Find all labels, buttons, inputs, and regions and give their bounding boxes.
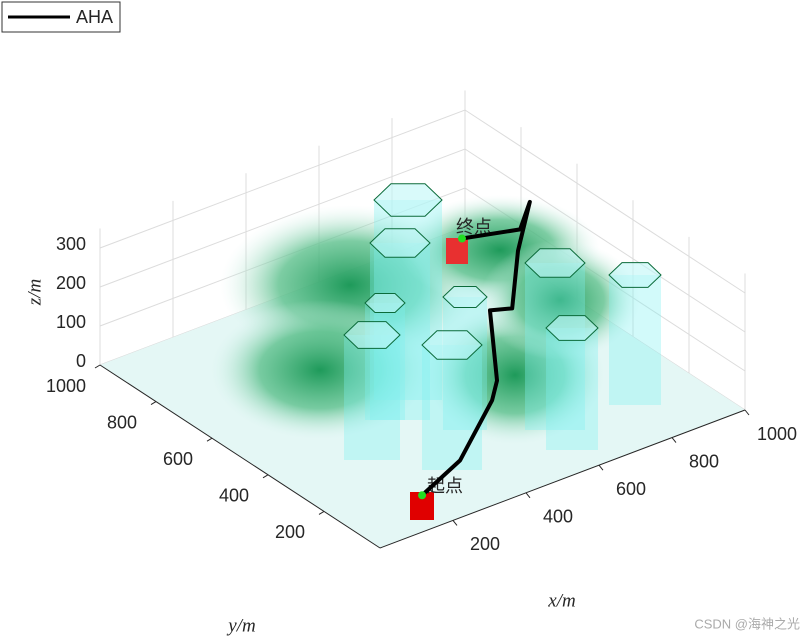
y-tick-label: 1000: [46, 376, 86, 396]
y-axis-label: y/m: [226, 615, 255, 636]
grid-line: [99, 109, 746, 294]
goal-label: 终点: [456, 217, 492, 237]
y-tick: [150, 401, 157, 406]
path-line: [420, 199, 532, 497]
obstacle-top: [524, 248, 586, 278]
x-tick: [525, 492, 531, 499]
x-tick-label: 400: [543, 507, 573, 527]
obstacle-top: [442, 286, 488, 308]
z-tick-label: 0: [76, 351, 86, 371]
x-tick: [744, 409, 750, 416]
y-tick: [262, 474, 269, 479]
z-axis-label: z/m: [24, 279, 45, 306]
obstacle-body: [609, 275, 661, 405]
obstacle-body: [344, 335, 400, 460]
y-tick-label: 600: [163, 449, 193, 469]
axes: 200 400 600 800 1000 200 400 600 800 1000 0 100 200 3…: [46, 234, 797, 554]
y-tick: [318, 510, 325, 515]
path-endpoint: [457, 234, 466, 243]
obstacles: [343, 183, 662, 470]
x-tick: [671, 437, 677, 443]
path-endpoint: [418, 491, 427, 500]
obstacle-top: [369, 228, 431, 258]
legend: AHA: [1, 1, 121, 33]
x-tick-label: 1000: [757, 424, 797, 444]
x-tick: [598, 464, 604, 471]
axis-line: [99, 364, 381, 549]
z-tick-label: 200: [56, 273, 86, 293]
watermark: CSDN @海神之光: [694, 616, 800, 631]
y-tick: [94, 364, 101, 369]
x-tick-label: 600: [616, 479, 646, 499]
y-tick-label: 400: [219, 486, 249, 506]
x-axis-label: x/m: [547, 590, 575, 611]
obstacle-top: [373, 183, 443, 217]
obstacle-top: [608, 262, 662, 288]
x-tick-label: 800: [689, 451, 719, 471]
obstacle-body: [546, 328, 598, 450]
y-tick-label: 800: [107, 412, 137, 432]
z-tick-label: 300: [56, 234, 86, 254]
y-tick-label: 200: [275, 522, 305, 542]
y-tick: [206, 437, 213, 442]
obstacle-body: [525, 263, 585, 430]
legend-label: AHA: [76, 7, 113, 27]
obstacle-top: [545, 315, 599, 341]
obstacle-body: [422, 345, 482, 470]
goal-marker: [446, 238, 468, 264]
x-tick-label: 200: [470, 534, 500, 554]
obstacle-top: [421, 330, 483, 360]
x-tick: [452, 520, 458, 526]
obstacle-body: [443, 297, 487, 430]
z-tick-label: 100: [56, 312, 86, 332]
obstacle-top: [343, 321, 401, 349]
axis-line: [379, 409, 746, 549]
obstacle-top: [364, 292, 406, 314]
